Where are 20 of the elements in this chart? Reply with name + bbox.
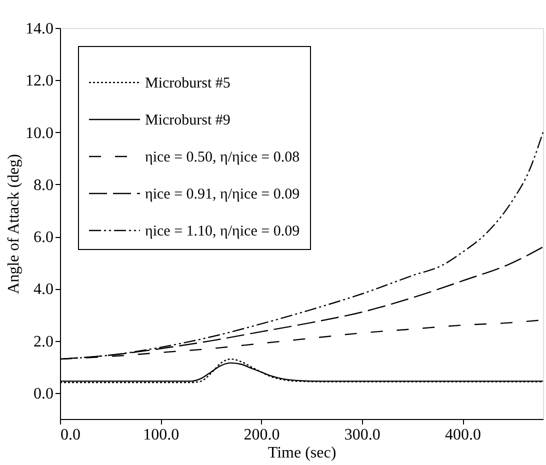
legend-label: Microburst #5 <box>145 76 230 92</box>
x-axis-title: Time (sec) <box>268 444 336 462</box>
legend-label: ηice = 1.10, η/ηice = 0.09 <box>145 224 300 240</box>
x-tick-label: 400.0 <box>445 426 481 444</box>
x-tick-label: 300.0 <box>344 426 380 444</box>
y-tick-label: 14.0 <box>26 20 54 38</box>
y-tick-label: 8.0 <box>34 176 54 194</box>
y-tick-label: 2.0 <box>34 333 54 350</box>
y-tick-label: 12.0 <box>26 72 54 90</box>
y-axis-title: Angle of Attack (deg) <box>6 154 22 294</box>
x-tick-label: 0.0 <box>60 426 80 444</box>
x-tick-label: 200.0 <box>244 426 280 444</box>
legend-label: Microburst #9 <box>145 112 230 128</box>
y-tick-label: 4.0 <box>34 281 54 298</box>
y-tick-label: 6.0 <box>34 229 54 246</box>
y-tick-label: 10.0 <box>26 124 54 142</box>
legend-label: ηice = 0.91, η/ηice = 0.09 <box>145 186 300 202</box>
y-tick-label: 0.0 <box>34 385 54 402</box>
legend-label: ηice = 0.50, η/ηice = 0.08 <box>145 150 300 166</box>
x-tick-label: 100.0 <box>143 426 180 444</box>
